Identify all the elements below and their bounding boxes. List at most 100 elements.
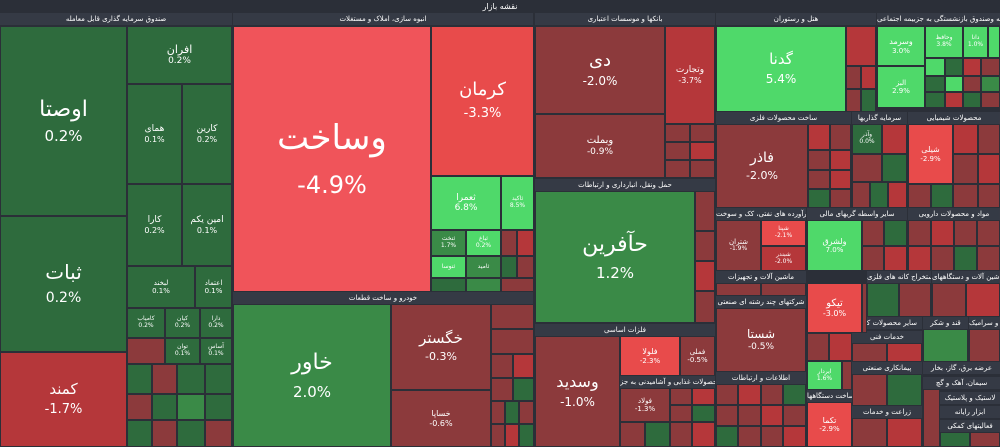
small-tile[interactable] bbox=[908, 184, 931, 208]
small-tile[interactable] bbox=[978, 184, 1000, 208]
small-tile[interactable] bbox=[925, 76, 945, 92]
small-tile[interactable] bbox=[692, 405, 715, 422]
tile-bykm[interactable]: ایردار 1.6% bbox=[807, 361, 842, 390]
small-tile[interactable] bbox=[887, 343, 922, 362]
small-tile[interactable] bbox=[695, 291, 715, 323]
small-tile[interactable] bbox=[695, 191, 715, 231]
tile-shtran[interactable]: شتران -1.9% bbox=[716, 220, 761, 271]
small-tile[interactable] bbox=[491, 329, 534, 354]
tile-wsdyd[interactable]: وسدید -1.0% bbox=[535, 336, 620, 447]
small-tile[interactable] bbox=[177, 394, 205, 420]
small-tile[interactable] bbox=[963, 92, 981, 108]
small-tile[interactable] bbox=[695, 231, 715, 261]
small-tile[interactable] bbox=[970, 432, 1000, 447]
tile-hmay[interactable]: همای 0.1% bbox=[127, 84, 182, 184]
small-tile[interactable] bbox=[783, 384, 806, 405]
small-tile[interactable] bbox=[981, 92, 1000, 108]
small-tile[interactable] bbox=[852, 154, 882, 182]
tile-thmra[interactable]: ثعمرا 6.8% bbox=[431, 176, 501, 230]
small-tile[interactable] bbox=[716, 405, 738, 426]
tile-afran[interactable]: افران 0.2% bbox=[127, 26, 232, 84]
small-tile[interactable] bbox=[978, 154, 1000, 184]
tile-wkhafgh[interactable]: وحافظ 3.8% bbox=[925, 26, 963, 58]
small-tile[interactable] bbox=[830, 170, 851, 189]
small-tile[interactable] bbox=[670, 405, 692, 422]
small-tile[interactable] bbox=[501, 278, 534, 292]
small-tile[interactable] bbox=[665, 124, 690, 142]
small-tile[interactable] bbox=[152, 364, 177, 394]
small-tile[interactable] bbox=[645, 422, 670, 447]
small-tile[interactable] bbox=[923, 329, 968, 362]
tile-shsta[interactable]: شستا -0.5% bbox=[716, 308, 806, 372]
tile-khgstr[interactable]: خگستر -0.3% bbox=[391, 304, 491, 390]
small-tile[interactable] bbox=[925, 58, 945, 76]
small-tile[interactable] bbox=[783, 405, 806, 426]
small-tile[interactable] bbox=[431, 278, 466, 292]
small-tile[interactable] bbox=[882, 124, 907, 154]
small-tile[interactable] bbox=[716, 426, 738, 447]
small-tile[interactable] bbox=[846, 89, 861, 112]
small-tile[interactable] bbox=[981, 58, 1000, 76]
small-tile[interactable] bbox=[127, 338, 165, 364]
small-tile[interactable] bbox=[692, 422, 715, 447]
small-tile[interactable] bbox=[852, 418, 887, 447]
small-tile[interactable] bbox=[670, 388, 692, 405]
small-tile[interactable] bbox=[887, 374, 922, 406]
small-tile[interactable] bbox=[127, 420, 152, 447]
small-tile[interactable] bbox=[846, 66, 861, 89]
small-tile[interactable] bbox=[931, 246, 954, 271]
small-tile[interactable] bbox=[867, 283, 899, 317]
tile-kara[interactable]: کارا 0.2% bbox=[127, 184, 182, 266]
small-tile[interactable] bbox=[501, 256, 517, 278]
small-tile[interactable] bbox=[716, 384, 738, 405]
small-tile[interactable] bbox=[988, 26, 1000, 58]
small-tile[interactable] bbox=[861, 66, 876, 89]
small-tile[interactable] bbox=[862, 220, 884, 246]
small-tile[interactable] bbox=[923, 389, 940, 447]
small-tile[interactable] bbox=[513, 354, 534, 378]
small-tile[interactable] bbox=[127, 364, 152, 394]
tile-dara[interactable]: دارا 0.2% bbox=[200, 308, 232, 338]
small-tile[interactable] bbox=[945, 92, 963, 108]
small-tile[interactable] bbox=[716, 283, 761, 296]
tile-aminykm[interactable]: امین یکم 0.1% bbox=[182, 184, 232, 266]
small-tile[interactable] bbox=[888, 182, 907, 208]
small-tile[interactable] bbox=[963, 58, 981, 76]
small-tile[interactable] bbox=[829, 333, 852, 361]
small-tile[interactable] bbox=[152, 394, 177, 420]
tile-wtejarat[interactable]: وتجارت -3.7% bbox=[665, 26, 715, 124]
small-tile[interactable] bbox=[908, 246, 931, 271]
small-tile[interactable] bbox=[519, 401, 534, 424]
small-tile[interactable] bbox=[665, 160, 690, 178]
tile-aabz[interactable]: البز 2.9% bbox=[877, 66, 925, 108]
tile-kyan[interactable]: کیان 0.2% bbox=[165, 308, 200, 338]
tile-gdna[interactable]: گدنا 5.4% bbox=[716, 26, 846, 112]
small-tile[interactable] bbox=[953, 154, 978, 184]
small-tile[interactable] bbox=[862, 283, 867, 333]
small-tile[interactable] bbox=[908, 220, 931, 246]
small-tile[interactable] bbox=[830, 150, 851, 170]
tile-wbmlt[interactable]: وبملت -0.9% bbox=[535, 114, 665, 178]
small-tile[interactable] bbox=[945, 76, 963, 92]
small-tile[interactable] bbox=[842, 361, 852, 390]
small-tile[interactable] bbox=[925, 92, 945, 108]
small-tile[interactable] bbox=[690, 142, 715, 160]
small-tile[interactable] bbox=[846, 26, 876, 66]
small-tile[interactable] bbox=[870, 182, 888, 208]
small-tile[interactable] bbox=[505, 424, 519, 447]
small-tile[interactable] bbox=[177, 420, 205, 447]
small-tile[interactable] bbox=[519, 424, 534, 447]
tile-thnosa[interactable]: ثنوسا bbox=[431, 256, 466, 278]
small-tile[interactable] bbox=[695, 261, 715, 291]
small-tile[interactable] bbox=[932, 283, 966, 317]
small-tile[interactable] bbox=[205, 420, 232, 447]
small-tile[interactable] bbox=[945, 58, 963, 76]
small-tile[interactable] bbox=[808, 170, 830, 189]
tile-tykw[interactable]: تیکو -3.0% bbox=[807, 283, 862, 333]
small-tile[interactable] bbox=[152, 420, 177, 447]
small-tile[interactable] bbox=[513, 378, 534, 401]
small-tile[interactable] bbox=[977, 246, 1000, 271]
small-tile[interactable] bbox=[953, 124, 978, 154]
tile-tuan[interactable]: توان 0.1% bbox=[165, 338, 200, 364]
small-tile[interactable] bbox=[808, 189, 830, 208]
